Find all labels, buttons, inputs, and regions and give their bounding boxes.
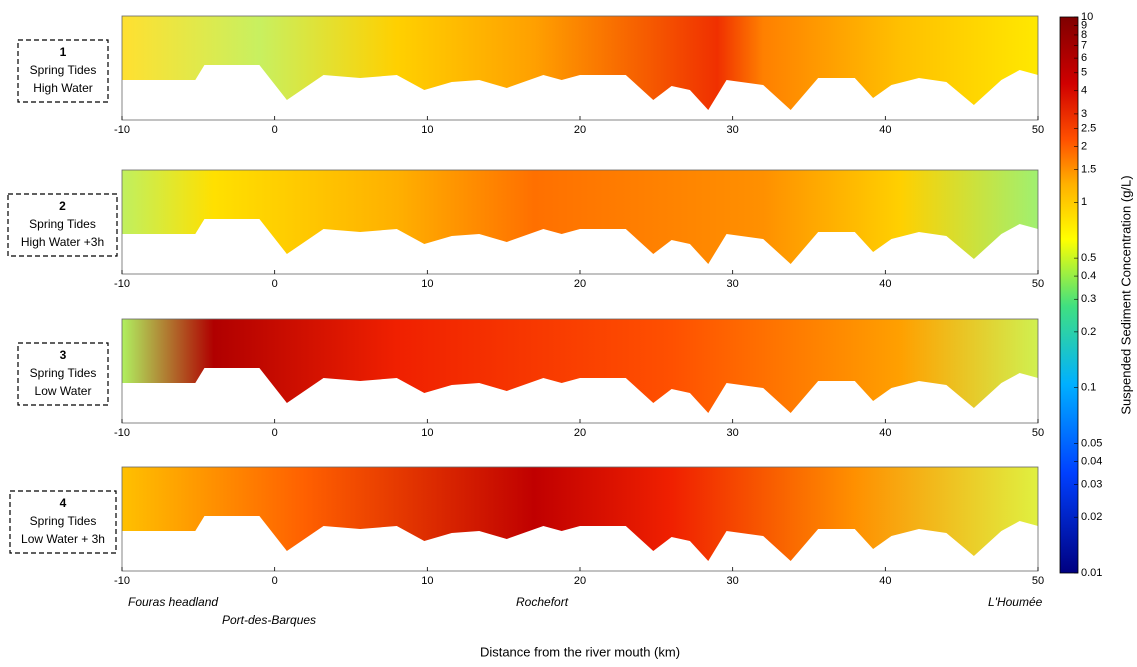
- colorbar-tick-label: 0.01: [1081, 567, 1102, 579]
- x-tick-label: 30: [727, 427, 739, 439]
- colorbar-tick-label: 2: [1081, 140, 1087, 152]
- seabed: [122, 516, 1038, 571]
- colorbar-tick-label: 2.5: [1081, 122, 1096, 134]
- colorbar-tick-label: 0.5: [1081, 252, 1096, 264]
- x-tick-label: -10: [114, 575, 130, 587]
- colorbar-tick-label: 0.4: [1081, 270, 1096, 282]
- x-tick-label: 50: [1032, 427, 1044, 439]
- panel-label: Low Water: [35, 384, 92, 398]
- x-tick-label: 50: [1032, 124, 1044, 136]
- x-tick-label: 20: [574, 278, 586, 290]
- x-tick-label: 30: [727, 278, 739, 290]
- x-tick-label: 0: [272, 278, 278, 290]
- colorbar-tick-label: 0.02: [1081, 511, 1102, 523]
- panel-label: High Water: [33, 81, 93, 95]
- x-tick-label: 40: [879, 575, 891, 587]
- seabed: [122, 368, 1038, 423]
- colorbar-tick-label: 0.03: [1081, 478, 1102, 490]
- colorbar-tick-label: 9: [1081, 19, 1087, 31]
- colorbar-tick-label: 0.04: [1081, 455, 1102, 467]
- x-tick-label: 30: [727, 124, 739, 136]
- x-tick-label: 40: [879, 278, 891, 290]
- panel-label-box: [17, 342, 109, 406]
- colorbar-tick-label: 4: [1081, 85, 1087, 97]
- seabed: [122, 219, 1038, 274]
- colorbar-tick-label: 0.2: [1081, 326, 1096, 338]
- place-label: Fouras headland: [128, 595, 218, 609]
- x-tick-label: 40: [879, 427, 891, 439]
- colorbar-tick-label: 8: [1081, 29, 1087, 41]
- colorbar-tick-label: 0.05: [1081, 437, 1102, 449]
- colorbar: [1059, 16, 1079, 574]
- panel-label-box: [7, 193, 118, 257]
- colorbar-title: Suspended Sediment Concentration (g/L): [1118, 175, 1133, 414]
- x-tick-label: 20: [574, 575, 586, 587]
- panel-label: 4: [60, 496, 67, 510]
- colorbar-tick-label: 0.3: [1081, 293, 1096, 305]
- colorbar-tick-label: 3: [1081, 108, 1087, 120]
- place-label: Port-des-Barques: [222, 613, 316, 627]
- x-tick-label: 10: [421, 575, 433, 587]
- x-tick-label: 10: [421, 124, 433, 136]
- panel-label: 2: [59, 199, 66, 213]
- colorbar-tick-label: 1: [1081, 196, 1087, 208]
- panel-label-box: [17, 39, 109, 103]
- panel-label: Spring Tides: [30, 63, 97, 77]
- place-label: L'Houmée: [988, 595, 1043, 609]
- panel-label: Spring Tides: [30, 514, 97, 528]
- colorbar-tick-label: 6: [1081, 52, 1087, 64]
- panel-label: 1: [60, 45, 67, 59]
- panel-label: Low Water + 3h: [21, 532, 105, 546]
- colorbar-tick-label: 5: [1081, 67, 1087, 79]
- x-tick-label: 0: [272, 575, 278, 587]
- seabed: [122, 65, 1038, 120]
- x-tick-label: 40: [879, 124, 891, 136]
- x-axis-label: Distance from the river mouth (km): [480, 644, 680, 659]
- x-tick-label: -10: [114, 124, 130, 136]
- x-tick-label: 20: [574, 124, 586, 136]
- colorbar-tick-label: 10: [1081, 11, 1093, 23]
- x-tick-label: 20: [574, 427, 586, 439]
- x-tick-label: 50: [1032, 278, 1044, 290]
- panel-label: 3: [60, 348, 67, 362]
- x-tick-label: -10: [114, 427, 130, 439]
- colorbar-tick-label: 1.5: [1081, 164, 1096, 176]
- panel-label: Spring Tides: [30, 366, 97, 380]
- panel-label: High Water +3h: [21, 235, 104, 249]
- panel-label-box: [9, 490, 117, 554]
- colorbar-tick-label: 7: [1081, 40, 1087, 52]
- x-tick-label: 10: [421, 278, 433, 290]
- x-tick-label: 10: [421, 427, 433, 439]
- panel-label: Spring Tides: [29, 217, 96, 231]
- colorbar-tick-label: 0.1: [1081, 382, 1096, 394]
- x-tick-label: 0: [272, 124, 278, 136]
- x-tick-label: 30: [727, 575, 739, 587]
- x-tick-label: 0: [272, 427, 278, 439]
- place-label: Rochefort: [516, 595, 569, 609]
- x-tick-label: -10: [114, 278, 130, 290]
- x-tick-label: 50: [1032, 575, 1044, 587]
